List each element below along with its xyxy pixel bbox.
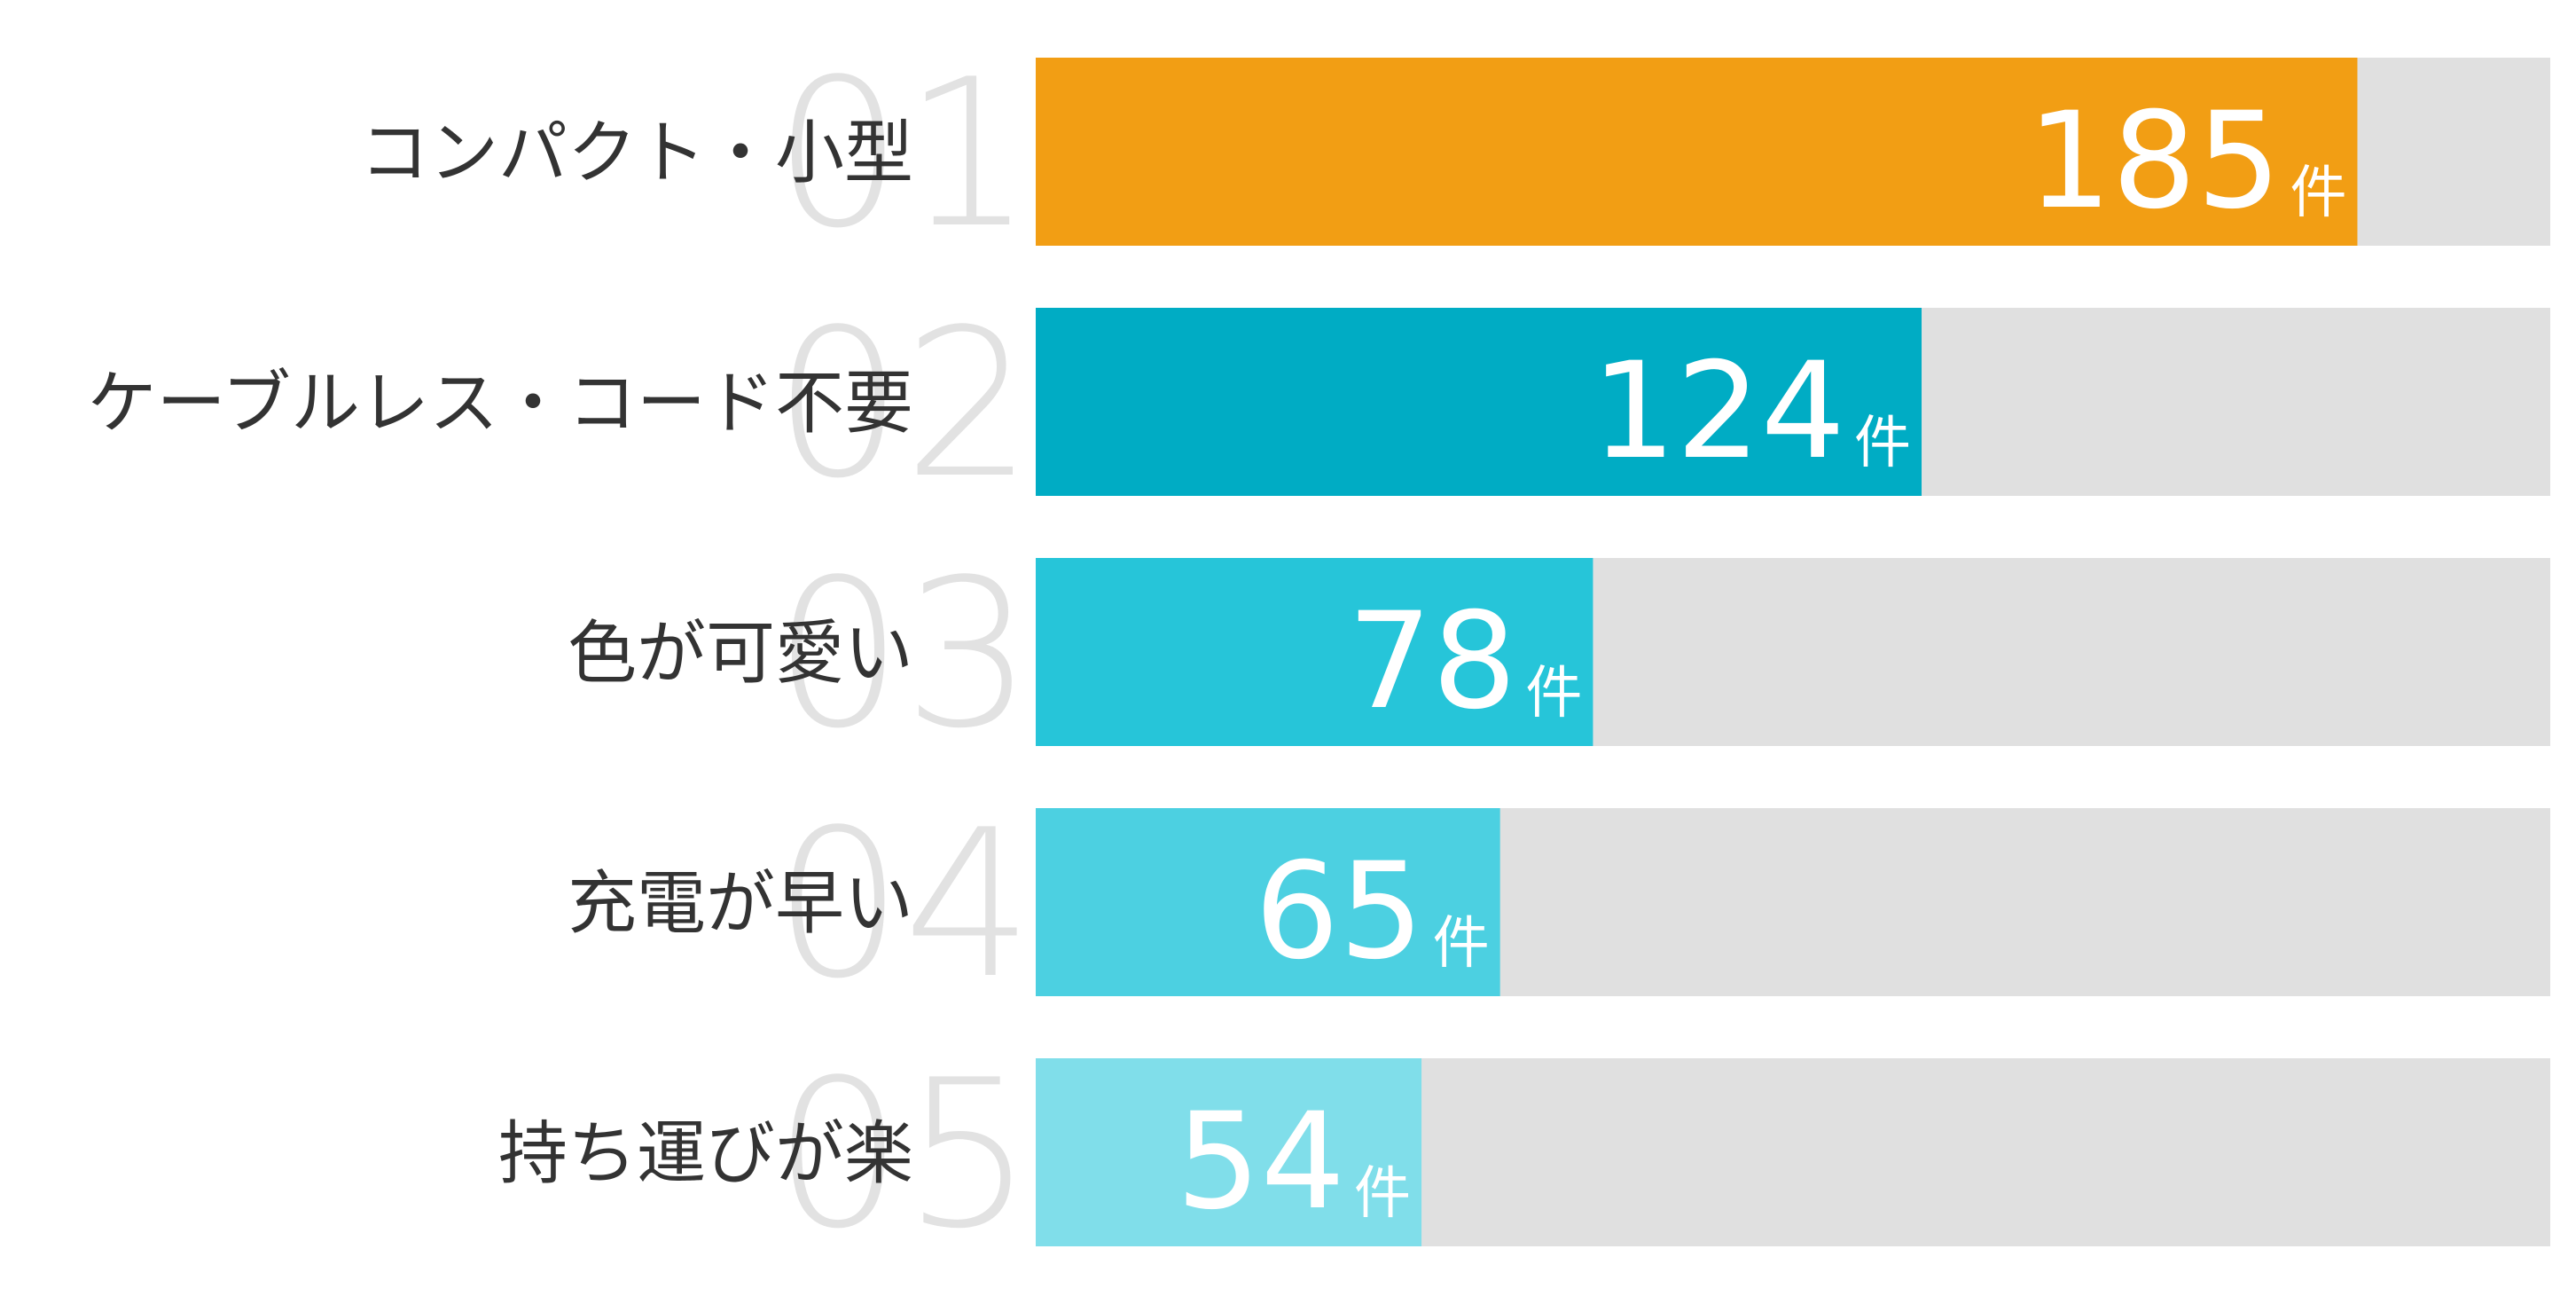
- rank-number: 03: [773, 537, 1033, 774]
- rank-number: 04: [773, 787, 1033, 1024]
- category-label: 充電が早い: [568, 864, 913, 944]
- bar-row: 04充電が早い件65: [568, 787, 2550, 1024]
- bar: [1036, 308, 1922, 496]
- value-unit-label: 件: [1854, 411, 1911, 476]
- rank-number: 05: [773, 1037, 1033, 1274]
- value-label: 54: [1176, 1085, 1345, 1239]
- bar-row: 02ケーブルレス・コード不要件124: [88, 287, 2550, 523]
- value-label: 78: [1348, 585, 1517, 739]
- value-label: 124: [1592, 334, 1845, 489]
- bar-row: 05持ち運びが楽件54: [498, 1037, 2550, 1274]
- value-unit-label: 件: [1433, 911, 1490, 977]
- category-label: ケーブルレス・コード不要: [88, 364, 913, 444]
- rank-number: 02: [773, 287, 1033, 523]
- bar-row: 03色が可愛い件78: [568, 537, 2550, 774]
- bar-row: 01コンパクト・小型件185: [360, 36, 2550, 273]
- value-label: 65: [1255, 835, 1424, 989]
- value-unit-label: 件: [2290, 161, 2346, 226]
- category-label: 持ち運びが楽: [498, 1114, 913, 1194]
- bar: [1036, 808, 1500, 996]
- value-label: 185: [2027, 84, 2281, 239]
- rank-number: 01: [773, 36, 1033, 273]
- value-unit-label: 件: [1354, 1161, 1411, 1227]
- value-unit-label: 件: [1525, 661, 1582, 727]
- bar: [1036, 558, 1593, 746]
- bar: [1036, 1058, 1422, 1246]
- category-label: 色が可愛い: [568, 614, 913, 694]
- category-label: コンパクト・小型: [360, 114, 913, 193]
- bar: [1036, 58, 2358, 246]
